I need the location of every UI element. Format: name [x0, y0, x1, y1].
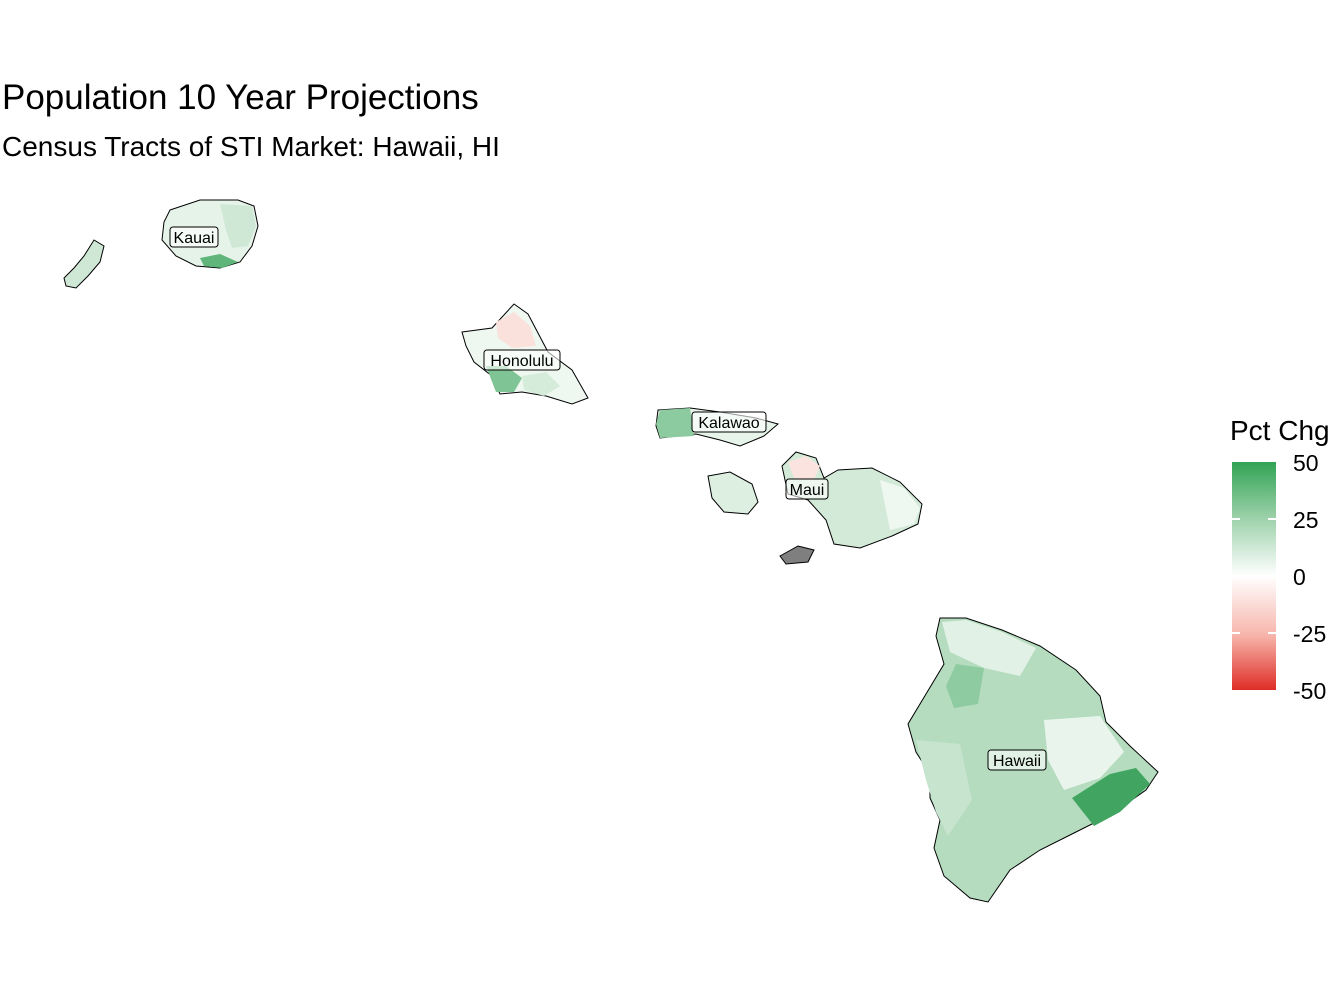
- legend-tick-label: -25: [1293, 621, 1327, 647]
- county-label-honolulu: Honolulu: [483, 349, 561, 371]
- island-kahoolawe: [779, 545, 815, 565]
- legend-title: Pct Chg: [1230, 415, 1330, 446]
- legend-tick-label: 0: [1293, 564, 1306, 590]
- tract-hawaii-hilo: [1044, 716, 1124, 790]
- tract-hawaii-kona: [916, 740, 972, 836]
- tract-maui-east: [880, 480, 920, 530]
- island-niihau: [63, 239, 105, 289]
- county-label-text: Kauai: [174, 230, 215, 247]
- tract-molokai-west: [656, 408, 694, 438]
- county-labels: Kauai Honolulu Kalawao Maui Hawaii: [169, 226, 1047, 771]
- island-lanai: [707, 471, 759, 515]
- county-label-text: Kalawao: [698, 415, 759, 432]
- county-label-text: Maui: [790, 482, 825, 499]
- county-label-maui: Maui: [785, 478, 829, 500]
- tract-maui-west: [788, 456, 820, 480]
- legend-tick-label: 50: [1293, 450, 1319, 476]
- legend-tick-label: -50: [1293, 678, 1327, 704]
- tract-hawaii-puna: [1072, 768, 1150, 826]
- county-label-kauai: Kauai: [169, 226, 219, 248]
- county-label-kalawao: Kalawao: [691, 411, 767, 433]
- county-label-text: Honolulu: [490, 353, 553, 370]
- county-label-hawaii: Hawaii: [987, 749, 1047, 771]
- tract-oahu-central: [496, 312, 536, 348]
- island-maui: [781, 451, 923, 549]
- tract-oahu-west: [486, 366, 522, 392]
- map-subtitle: Census Tracts of STI Market: Hawaii, HI: [2, 131, 500, 162]
- map-title: Population 10 Year Projections: [2, 78, 479, 117]
- tract-kauai-east: [220, 204, 256, 248]
- tract-hawaii-north: [942, 620, 1036, 676]
- tract-oahu-south: [522, 372, 560, 396]
- county-label-text: Hawaii: [993, 753, 1041, 770]
- tract-hawaii-kohala: [946, 664, 984, 708]
- tract-kauai-south: [200, 254, 238, 268]
- legend-tick-label: 25: [1293, 507, 1319, 533]
